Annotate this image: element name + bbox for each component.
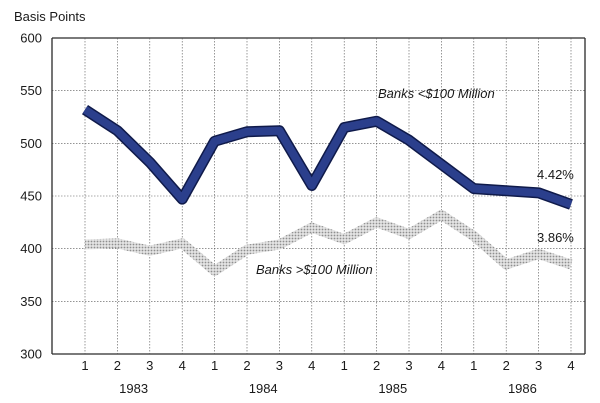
- x-tick-label: 4: [438, 358, 445, 373]
- x-tick-label: 1: [81, 358, 88, 373]
- year-label: 1985: [378, 381, 407, 396]
- x-tick-label: 3: [276, 358, 283, 373]
- y-tick-labels: 300 350 400 450 500 550 600: [20, 31, 42, 362]
- end-value-label-banks-under-100m: 4.42%: [537, 167, 574, 182]
- x-tick-label: 2: [114, 358, 121, 373]
- end-value-label-banks-over-100m: 3.86%: [537, 230, 574, 245]
- year-label: 1986: [508, 381, 537, 396]
- x-tick-label: 3: [146, 358, 153, 373]
- series-layer: [85, 110, 571, 271]
- x-tick-label: 4: [308, 358, 315, 373]
- year-labels: 1983 1984 1985 1986: [119, 381, 537, 396]
- x-tick-labels: 1 2 3 4 1 2 3 4 1 2 3 4 1 2 3 4: [81, 358, 574, 373]
- x-tick-label: 3: [535, 358, 542, 373]
- y-tick-label: 500: [20, 136, 42, 151]
- x-tick-label: 4: [179, 358, 186, 373]
- x-tick-label: 1: [341, 358, 348, 373]
- x-tick-label: 4: [567, 358, 574, 373]
- x-tick-label: 2: [503, 358, 510, 373]
- y-axis-title: Basis Points: [14, 9, 86, 24]
- x-tick-label: 2: [243, 358, 250, 373]
- x-tick-label: 3: [405, 358, 412, 373]
- x-tick-label: 2: [373, 358, 380, 373]
- y-tick-label: 550: [20, 83, 42, 98]
- y-tick-label: 450: [20, 189, 42, 204]
- year-label: 1983: [119, 381, 148, 396]
- y-tick-label: 350: [20, 294, 42, 309]
- x-tick-label: 1: [470, 358, 477, 373]
- y-tick-label: 600: [20, 31, 42, 46]
- series-label-banks-over-100m: Banks >$100 Million: [256, 262, 373, 277]
- series-label-banks-under-100m: Banks <$100 Million: [378, 86, 495, 101]
- year-label: 1984: [249, 381, 278, 396]
- y-tick-label: 300: [20, 347, 42, 362]
- x-tick-label: 1: [211, 358, 218, 373]
- series-line-banks-under-100m: [85, 110, 571, 205]
- y-tick-label: 400: [20, 241, 42, 256]
